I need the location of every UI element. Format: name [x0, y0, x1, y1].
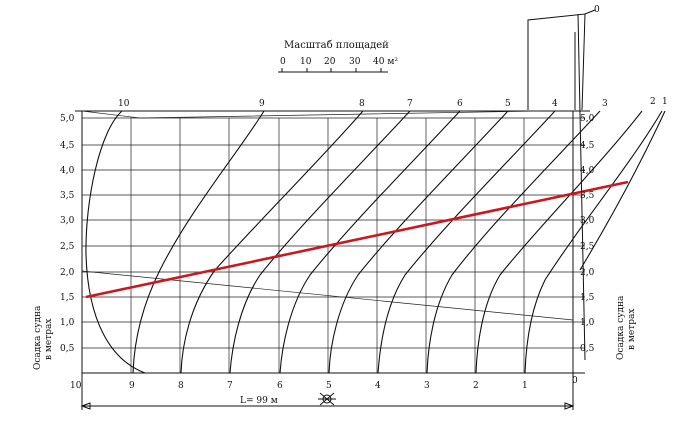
right-axis-tick: 0,5 [580, 344, 595, 354]
top-station-labels: 10 9 8 7 6 5 4 3 2 1 0 [118, 5, 668, 109]
right-axis-tick: 1,0 [580, 318, 595, 328]
top-station-label: 7 [407, 99, 413, 109]
area-scale-tick: 10 [300, 57, 312, 67]
top-station-label: 5 [505, 99, 511, 109]
bonjean-curves [85, 110, 666, 374]
bottom-station-label: 10 [70, 381, 82, 391]
area-scale-tick: 20 [324, 57, 336, 67]
top-station-label: 9 [259, 99, 265, 109]
area-scale-title: Масштаб площадей [284, 40, 389, 51]
left-axis-title: Осадка судна [33, 305, 43, 370]
length-label: L= 99 м [240, 396, 278, 406]
left-axis-tick: 4,5 [60, 141, 75, 151]
right-axis-tick: 1,5 [580, 293, 595, 303]
bottom-station-label: 5 [326, 381, 332, 391]
left-axis-tick: 1,0 [60, 318, 75, 328]
bottom-station-label: 4 [375, 381, 381, 391]
left-axis-tick: 4,0 [60, 166, 75, 176]
bottom-station-label: 9 [129, 381, 135, 391]
top-station-label: 4 [552, 99, 558, 109]
top-station-label: 3 [602, 99, 608, 109]
bottom-station-label: 3 [424, 381, 430, 391]
area-scale-tick: 40 м² [373, 57, 398, 67]
right-draft-axis: 5,0 4,5 4,0 3,5 3,0 2,5 2,0 1,5 1,0 0,5 … [580, 114, 637, 360]
bottom-station-labels: 10 9 8 7 6 5 4 3 2 1 0 [70, 376, 578, 391]
right-axis-tick: 5,0 [580, 114, 595, 124]
area-scale-tick: 0 [280, 57, 286, 67]
length-dimension: L= 99 м [80, 373, 575, 410]
right-axis-tick: 4,5 [580, 141, 595, 151]
left-axis-tick: 2,5 [60, 242, 75, 252]
right-axis-title-sub: в метрах [627, 309, 637, 350]
trim-waterline [85, 180, 629, 299]
bottom-station-label: 6 [277, 381, 283, 391]
bottom-station-label: 0 [572, 376, 578, 386]
right-axis-tick: 2,0 [580, 268, 595, 278]
top-station-label: 0 [594, 5, 600, 15]
right-axis-tick: 2,5 [580, 242, 595, 252]
top-station-label: 2 [650, 97, 656, 107]
right-axis-tick: 3,0 [580, 216, 595, 226]
bottom-station-label: 1 [522, 381, 528, 391]
right-axis-tick: 4,0 [580, 166, 595, 176]
bottom-station-label: 2 [473, 381, 479, 391]
right-axis-title: Осадка судна [616, 295, 626, 360]
area-scale: Масштаб площадей 0 10 20 30 40 м² [278, 40, 398, 73]
bottom-station-label: 8 [178, 381, 184, 391]
top-station-label: 8 [359, 99, 365, 109]
left-draft-axis: 5,0 4,5 4,0 3,5 3,0 2,5 2,0 1,5 1,0 0,5 … [33, 114, 75, 370]
left-axis-tick: 1,5 [60, 293, 75, 303]
top-station-label: 1 [662, 97, 668, 107]
left-axis-tick: 2,0 [60, 268, 75, 278]
top-station-label: 10 [118, 99, 130, 109]
left-axis-tick: 5,0 [60, 114, 75, 124]
area-scale-tick: 30 [349, 57, 361, 67]
bow-profile [527, 9, 596, 361]
bottom-station-label: 7 [227, 381, 233, 391]
right-axis-tick: 3,5 [580, 191, 595, 201]
left-axis-tick: 3,0 [60, 216, 75, 226]
frame-grid [75, 110, 590, 374]
top-station-label: 6 [457, 99, 463, 109]
left-axis-tick: 3,5 [60, 191, 75, 201]
left-axis-tick: 0,5 [60, 344, 75, 354]
midship-symbol-icon [318, 392, 336, 406]
left-axis-title-sub: в метрах [44, 319, 54, 360]
